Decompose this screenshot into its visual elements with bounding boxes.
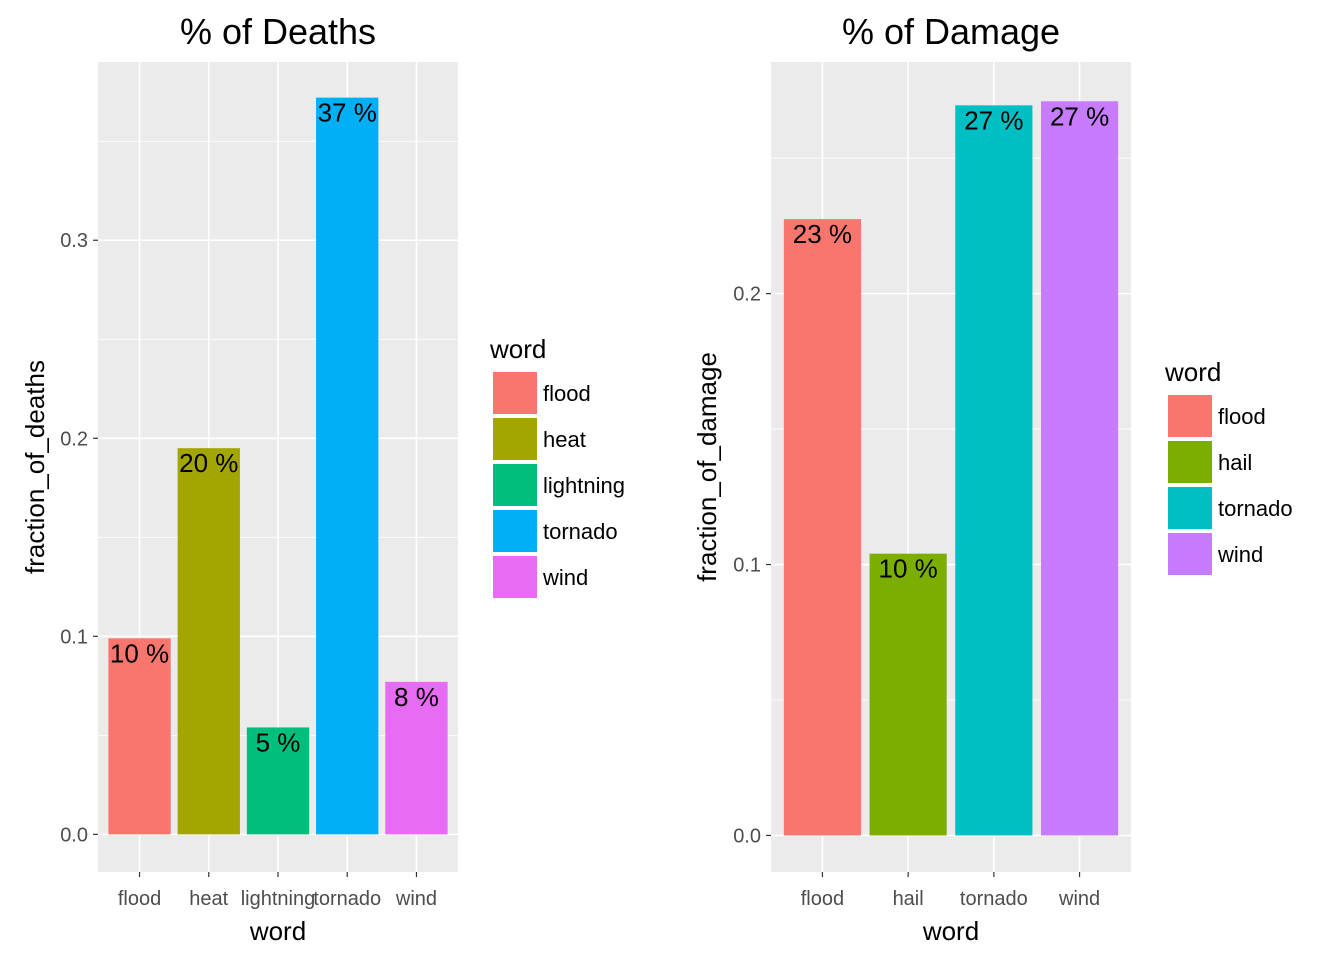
legend-key-flood <box>493 372 537 414</box>
y-tick-label: 0.3 <box>60 230 88 252</box>
bar-label-lightning: 5 % <box>256 727 301 757</box>
legend-key-wind <box>1168 533 1212 575</box>
legend-key-heat <box>493 418 537 460</box>
bar-wind <box>385 681 448 835</box>
bar-label-hail: 10 % <box>879 554 938 584</box>
bar-flood <box>783 219 861 836</box>
y-axis-title: fraction_of_deaths <box>20 360 50 574</box>
legend-key-hail <box>1168 441 1212 483</box>
legend: word flood heat lightning tornado wind <box>489 334 625 598</box>
chart-title: % of Deaths <box>180 11 376 52</box>
x-tick-label: wind <box>1058 888 1100 910</box>
legend: word flood hail tornado wind <box>1164 357 1293 575</box>
bar-label-wind: 8 % <box>394 682 439 712</box>
legend-label-flood: flood <box>1218 404 1266 429</box>
legend-title: word <box>1164 357 1221 387</box>
x-axis-title: word <box>922 916 979 946</box>
y-tick-label: 0.0 <box>733 825 761 847</box>
x-tick-label: wind <box>395 888 437 910</box>
legend-key-wind <box>493 556 537 598</box>
chart-1: % of Deaths 10 % 20 % 5 % 37 % 8 % 0.0 0.1 0.2 0.… <box>20 11 625 946</box>
legend-label-lightning: lightning <box>543 473 625 498</box>
legend-label-tornado: tornado <box>1218 496 1293 521</box>
bar-label-tornado: 37 % <box>318 98 377 128</box>
bar-wind <box>1041 101 1119 836</box>
legend-title: word <box>489 334 546 364</box>
y-tick-label: 0.0 <box>60 824 88 846</box>
chart-title: % of Damage <box>842 11 1060 52</box>
bar-flood <box>108 638 171 835</box>
legend-label-wind: wind <box>542 565 588 590</box>
legend-key-flood <box>1168 395 1212 437</box>
x-tick-label: flood <box>118 888 161 910</box>
bar-heat <box>177 448 240 835</box>
y-axis-title: fraction_of_damage <box>692 352 722 582</box>
bar-tornado <box>316 97 379 835</box>
x-tick-label: lightning <box>241 888 316 910</box>
legend-label-heat: heat <box>543 427 586 452</box>
bar-lightning <box>246 727 310 835</box>
x-tick-label: heat <box>189 888 228 910</box>
x-axis-title: word <box>249 916 306 946</box>
legend-key-lightning <box>493 464 537 506</box>
chart-2: % of Damage 23 % 10 % 27 % 27 % 0.0 0.1 0.2 floo… <box>692 11 1293 946</box>
legend-label-wind: wind <box>1217 542 1263 567</box>
x-tick-label: tornado <box>960 888 1028 910</box>
x-tick-label: hail <box>893 888 924 910</box>
x-tick-label: tornado <box>313 888 381 910</box>
bar-label-flood: 23 % <box>793 219 852 249</box>
y-tick-label: 0.2 <box>60 428 88 450</box>
bar-label-wind: 27 % <box>1050 101 1109 131</box>
bar-label-flood: 10 % <box>110 638 169 668</box>
bar-tornado <box>955 105 1033 836</box>
legend-key-tornado <box>493 510 537 552</box>
y-tick-label: 0.2 <box>733 284 761 306</box>
bar-label-heat: 20 % <box>179 448 238 478</box>
legend-label-flood: flood <box>543 381 591 406</box>
bar-hail <box>869 553 947 836</box>
y-tick-label: 0.1 <box>733 555 761 577</box>
bar-label-tornado: 27 % <box>964 105 1023 135</box>
x-tick-label: flood <box>801 888 844 910</box>
legend-key-tornado <box>1168 487 1212 529</box>
legend-label-hail: hail <box>1218 450 1252 475</box>
legend-label-tornado: tornado <box>543 519 618 544</box>
y-tick-label: 0.1 <box>60 626 88 648</box>
